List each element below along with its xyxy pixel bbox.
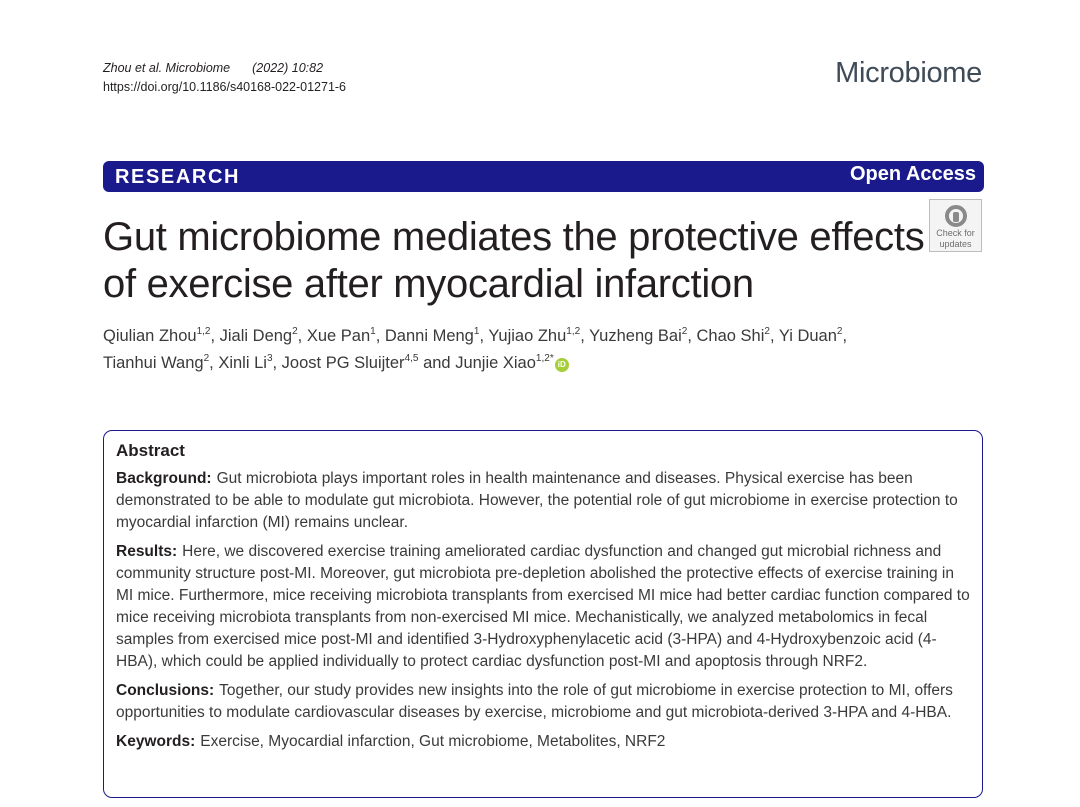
author-name: Xue Pan [306, 327, 371, 345]
author-name: Qiulian Zhou [103, 327, 197, 345]
abstract-keywords: Keywords: Exercise, Myocardial infarction… [116, 731, 970, 753]
author-affiliation: 2 [203, 353, 210, 364]
check-updates-text-1: Check for [936, 228, 975, 238]
doi-link[interactable]: https://doi.org/10.1186/s40168-022-01271… [103, 80, 347, 94]
author-affiliation: 2 [764, 326, 770, 337]
conclusions-text: Together, our study provides new insight… [116, 682, 953, 721]
orcid-icon[interactable]: iD [554, 358, 569, 372]
abstract-results: Results: Here, we discovered exercise tra… [116, 541, 970, 673]
check-updates-text-2: updates [939, 239, 972, 249]
keywords-text: Exercise, Myocardial infarction, Gut mic… [200, 733, 666, 750]
author-affiliation: 3 [266, 353, 273, 364]
author-affiliation: 1,2* [535, 353, 554, 364]
author-name: Jiali Deng [219, 327, 293, 345]
article-type-label: RESEARCH [115, 166, 241, 188]
check-updates-icon [944, 205, 967, 227]
results-label: Results: [116, 543, 178, 560]
author-affiliation: 1,2 [566, 326, 581, 337]
authors-and: and [423, 354, 451, 372]
author-affiliation: 1 [473, 326, 480, 337]
citation-journal: Zhou et al. Microbiome [103, 61, 231, 75]
check-for-updates-badge[interactable]: Check for updates [929, 199, 982, 252]
author-affiliation: 4,5 [404, 353, 419, 364]
author-name: Xinli Li [218, 354, 267, 372]
citation-year: (2022) 10:82 [252, 61, 324, 75]
author-name: Yuzheng Bai [589, 327, 682, 345]
author-affiliation: 1,2 [196, 326, 211, 337]
article-title: Gut microbiome mediates the protective e… [103, 215, 925, 306]
author-list: Qiulian Zhou1,2, Jiali Deng2, Xue Pan1, … [103, 326, 848, 372]
abstract-conclusions: Conclusions: Together, our study provides… [116, 680, 970, 724]
author-name: Yujiao Zhu [488, 327, 567, 345]
abstract-box: Abstract Background: Gut microbiota plays… [103, 430, 983, 798]
author-affiliation: 1 [370, 326, 376, 337]
open-access-label: Open Access [850, 163, 976, 185]
citation-block: Zhou et al. Microbiome (2022) 10:82 https… [103, 59, 346, 97]
author-name: Danni Meng [384, 327, 474, 345]
author-name: Chao Shi [696, 327, 765, 345]
abstract-heading: Abstract [116, 441, 185, 460]
author-name: Yi Duan [778, 327, 837, 345]
author-name: Joost PG Sluijter [281, 354, 405, 372]
article-type-banner: RESEARCH Open Access [103, 161, 984, 192]
conclusions-label: Conclusions: [116, 682, 215, 699]
author-name: Tianhui Wang [103, 354, 204, 372]
background-label: Background: [116, 470, 212, 487]
author-affiliation: 2 [292, 326, 298, 337]
results-text: Here, we discovered exercise training am… [116, 543, 970, 670]
background-text: Gut microbiota plays important roles in … [116, 470, 958, 531]
author-name: Junjie Xiao [455, 354, 536, 372]
author-affiliation: 2 [836, 326, 843, 337]
abstract-background: Background: Gut microbiota plays importan… [116, 468, 970, 534]
journal-logo: Microbiome [835, 57, 982, 89]
author-affiliation: 2 [681, 326, 688, 337]
keywords-label: Keywords: [116, 733, 196, 750]
